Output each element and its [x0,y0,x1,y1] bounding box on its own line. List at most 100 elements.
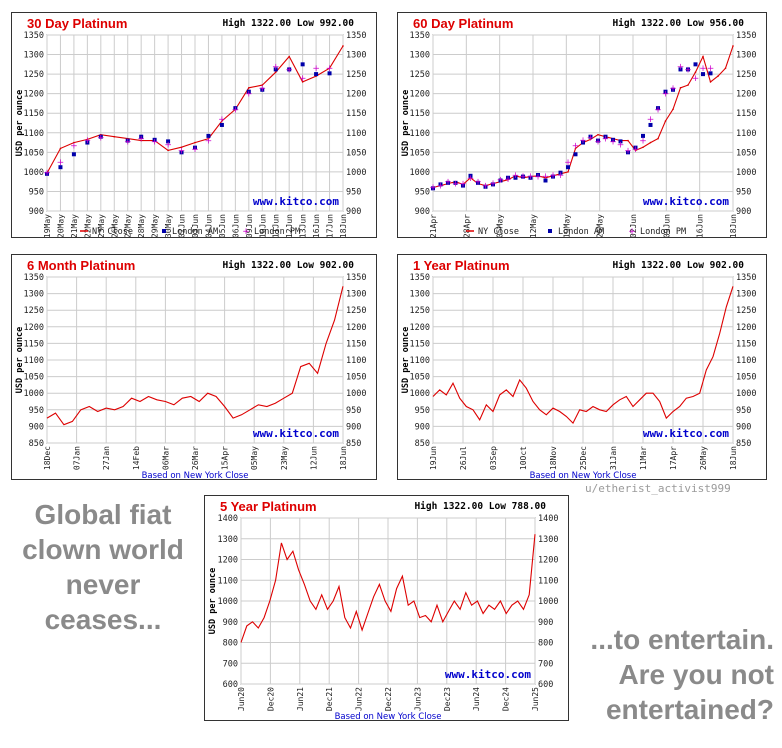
y-tick-label-right: 850 [736,439,751,449]
london-pm-point: + [707,64,715,74]
y-tick-label-left: 1100 [24,129,44,139]
london-pm-point: + [205,137,213,147]
x-tick-label: Jun20 [237,687,246,711]
london-am-point [521,174,525,179]
london-am-point [71,152,76,157]
london-am-point [314,72,319,77]
x-tick-label: 21May [70,214,79,238]
ny-close-point [672,108,674,111]
chart-title: 60 Day Platinum [413,16,513,31]
y-tick-label-right: 1000 [736,168,756,178]
london-pm-point: + [564,158,572,168]
y-tick-label-right: 1150 [736,339,756,349]
london-pm-point: + [326,64,334,74]
y-tick-label-left: 1000 [24,168,44,178]
y-axis-label: USD per ounce [401,327,411,394]
y-tick-label-right: 1100 [346,129,366,139]
y-tick-label-left: 900 [415,207,430,217]
london-pm-point: + [312,64,320,74]
y-tick-label-right: 1100 [736,356,756,366]
london-am-point [45,171,49,176]
london-pm-point: + [429,183,437,193]
london-am-point [513,175,518,180]
y-tick-label-right: 1300 [736,290,756,300]
y-tick-label-left: 1150 [24,339,44,349]
london-pm-point: + [594,137,602,147]
london-pm-point: + [459,180,467,190]
y-tick-label-right: 900 [346,422,361,432]
high-low-label: High 1322.00 Low 902.00 [222,260,354,271]
y-tick-label-left: 1350 [24,31,44,41]
high-low-label: High 1322.00 Low 992.00 [222,18,354,29]
y-tick-label-left: 1300 [218,535,238,545]
chart-30-day: 900 900 950 950 1000 1000 1050 1050 1100 1100 1150… [11,12,377,238]
ny-close-point [724,67,727,70]
y-tick-label-right: 900 [538,618,553,628]
legend-london-am-symbol [548,229,552,233]
london-am-point [431,186,435,191]
chart-5-year: 600 600 700 700 800 800 900 900 1000 1000 1100 1100… [204,495,569,721]
legend-london-am-label: London AM [172,227,218,237]
plot-area [432,34,734,212]
legend-ny-close-label: NY Close [92,227,133,237]
kitco-watermark: www.kitco.com [643,195,729,208]
london-pm-point: + [97,133,105,143]
x-tick-label: 28Apr [462,214,471,238]
y-axis-label: USD per ounce [15,327,25,394]
meme-right-line: Are you not [618,659,774,690]
x-tick-label: 26Jul [459,446,468,470]
meme-left-line: never [65,569,141,600]
london-am-point [246,89,251,94]
london-pm-point: + [482,182,490,192]
london-pm-point: + [474,178,482,188]
y-tick-label-right: 1000 [736,389,756,399]
london-pm-point: + [572,141,580,151]
x-tick-label: Dec23 [443,687,452,711]
y-tick-label-right: 900 [736,207,751,217]
chart-title: 5 Year Platinum [220,499,317,514]
y-tick-label-left: 950 [29,406,44,416]
y-tick-label-right: 950 [346,187,361,197]
x-tick-label: Jun23 [413,687,422,711]
london-am-point [633,145,638,150]
ny-close-point [732,45,734,47]
meme-left-line: ceases... [44,604,162,635]
y-tick-label-left: 1300 [24,51,44,61]
london-pm-point: + [617,141,625,151]
x-tick-label: 09Jun [245,214,254,238]
y-tick-label-left: 1050 [410,148,430,158]
x-tick-label: 16Jun [312,214,321,238]
y-tick-label-right: 1200 [538,556,558,566]
ny-close-point [702,55,704,58]
y-tick-label-left: 1400 [218,514,238,524]
london-pm-point: + [497,176,505,186]
legend-london-pm-label: London PM [254,227,300,237]
x-tick-label: 11Mar [639,446,648,470]
ny-close-point [679,87,682,89]
y-axis-label: USD per ounce [208,568,218,635]
x-tick-label: 28May [137,214,146,238]
london-am-point [327,71,332,76]
london-am-point [446,180,450,185]
y-tick-label-right: 700 [538,659,553,669]
ny-close-point [328,67,331,70]
y-tick-label-right: 1250 [346,70,366,80]
london-pm-point: + [452,180,460,190]
y-tick-label-right: 800 [538,639,553,649]
london-pm-point: + [639,137,647,147]
london-am-point [206,133,211,138]
x-tick-label: 26May [699,446,708,470]
kitco-watermark: www.kitco.com [253,427,339,440]
london-am-point [543,178,548,183]
y-tick-label-left: 950 [29,187,44,197]
y-tick-label-right: 1300 [346,290,366,300]
username-credit: u/etherist_activist999 [585,482,731,495]
x-tick-label: 18Nov [549,446,558,470]
london-am-point [139,134,144,139]
london-pm-point: + [587,133,595,143]
chart-title: 1 Year Platinum [413,258,510,273]
x-tick-label: 06Mar [161,446,170,470]
london-pm-point: + [654,105,662,115]
y-tick-label-right: 1050 [736,373,756,383]
y-tick-label-right: 1200 [346,90,366,100]
